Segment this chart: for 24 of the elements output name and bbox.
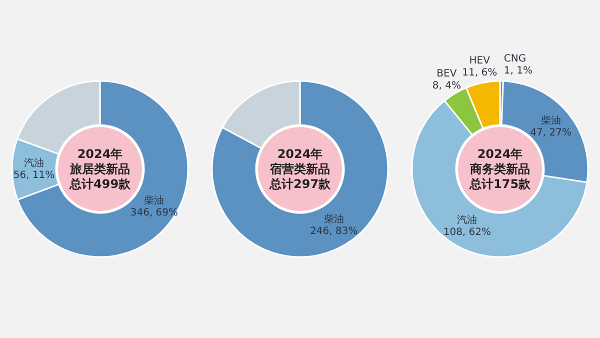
slice-label: 柴油 — [144, 194, 164, 206]
data-label: 108, 62% — [443, 226, 492, 238]
text: 商务类新品 — [470, 162, 531, 176]
slice-label: BEV — [436, 68, 457, 80]
data-label: 47, 27% — [530, 128, 572, 139]
slice-label: 汽油 — [457, 214, 478, 226]
data-label: 1, 1% — [504, 66, 532, 77]
slice-label: 汽油 — [24, 156, 44, 169]
text: 旅居类新品 — [70, 162, 131, 176]
text: 总计297款 — [270, 176, 331, 192]
text: 2024年 — [476, 146, 524, 162]
slice-label: 柴油 — [324, 213, 344, 226]
data-label: 8, 4% — [432, 80, 461, 92]
slice-label: 柴油 — [540, 114, 561, 127]
text: 总计175款 — [470, 176, 531, 192]
data-label: 246, 83% — [310, 226, 358, 238]
data-label: 56, 11% — [13, 170, 55, 181]
data-label: 11, 6% — [462, 68, 498, 79]
text: 总计499款 — [70, 176, 131, 192]
text: 2024年 — [76, 146, 124, 162]
slice-label: CNG — [504, 54, 526, 65]
text: 2024年 — [276, 146, 324, 162]
text: 宿营类新品 — [270, 162, 331, 176]
slice-label: HEV — [469, 56, 490, 67]
